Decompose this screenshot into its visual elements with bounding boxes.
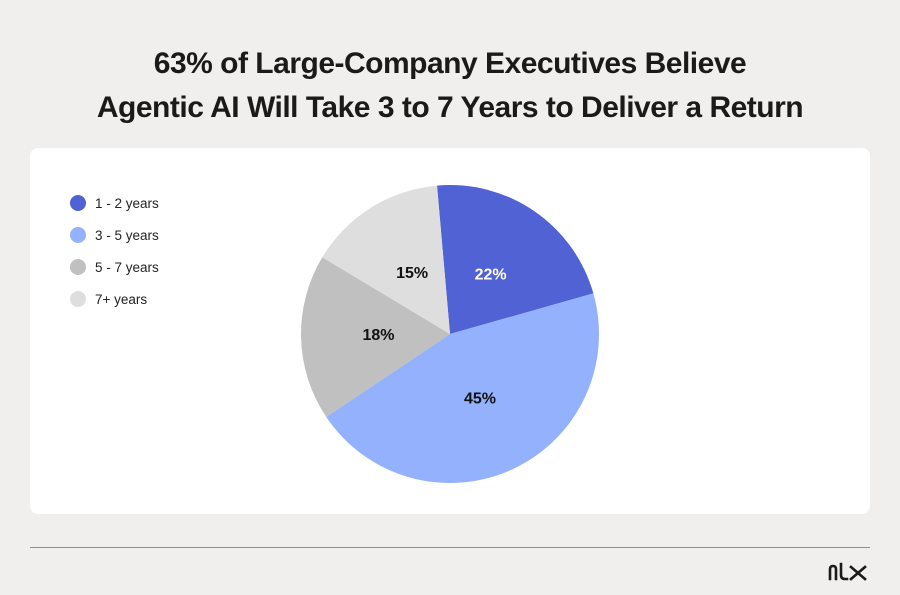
legend-swatch xyxy=(70,259,86,275)
legend-label: 3 - 5 years xyxy=(95,227,159,243)
legend-label: 5 - 7 years xyxy=(95,259,159,275)
legend-swatch xyxy=(70,195,86,211)
pie-slice-label-2: 45% xyxy=(464,390,496,407)
pie-chart: 22% 45% 18% 15% xyxy=(301,185,599,483)
pie-slice-label-4: 15% xyxy=(396,265,428,282)
chart-title-line-2: Agentic AI Will Take 3 to 7 Years to Del… xyxy=(96,91,804,124)
legend-label: 7+ years xyxy=(95,291,148,307)
pie-slice-2 xyxy=(326,293,599,483)
pie-slice-1 xyxy=(437,185,594,334)
chart-card: 1 - 2 years 3 - 5 years 5 - 7 years 7+ y… xyxy=(30,148,870,514)
chart-title-line-1: 63% of Large-Company Executives Believe xyxy=(153,47,747,80)
pie-slice-4 xyxy=(322,185,450,334)
legend-swatch xyxy=(70,291,86,307)
legend-item: 3 - 5 years xyxy=(70,219,159,251)
legend-item: 5 - 7 years xyxy=(70,251,159,283)
pie-slice-label-3: 18% xyxy=(362,327,394,344)
legend-label: 1 - 2 years xyxy=(95,195,159,211)
nlx-logo xyxy=(828,562,867,581)
legend-swatch xyxy=(70,227,86,243)
pie-slice-3 xyxy=(301,257,450,417)
legend-item: 7+ years xyxy=(70,283,159,315)
legend-item: 1 - 2 years xyxy=(70,187,159,219)
pie-slice-label-1: 22% xyxy=(475,267,507,284)
chart-legend: 1 - 2 years 3 - 5 years 5 - 7 years 7+ y… xyxy=(70,187,159,315)
chart-title: 63% of Large-Company Executives Believe … xyxy=(0,42,900,130)
footer-divider xyxy=(30,547,870,548)
